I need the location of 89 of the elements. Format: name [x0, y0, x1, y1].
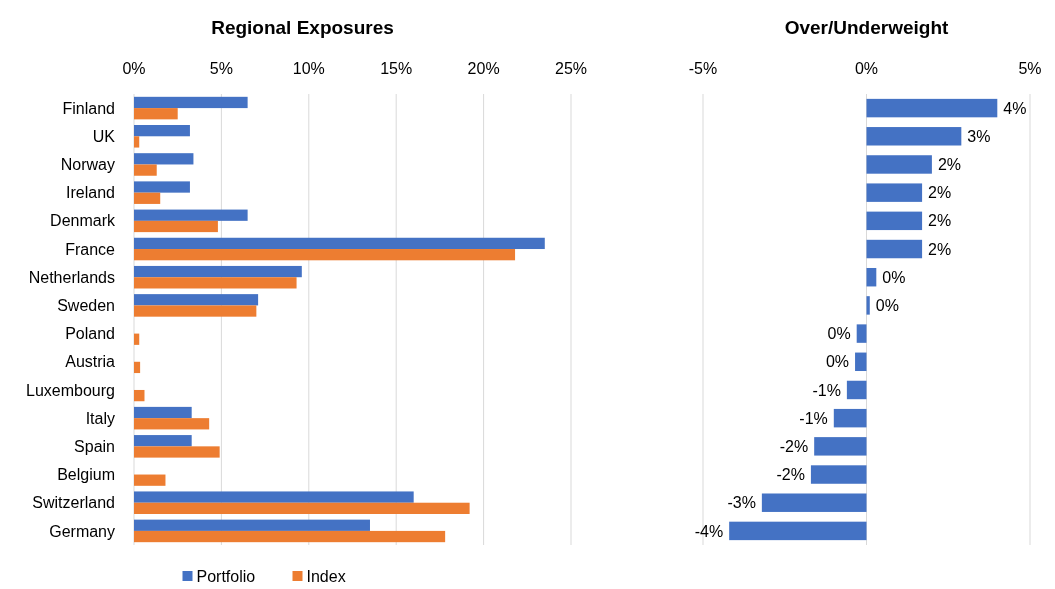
bar — [833, 408, 867, 428]
y-tick-label: Ireland — [66, 184, 115, 202]
bar — [855, 352, 867, 372]
data-label: -1% — [812, 381, 841, 399]
bar — [134, 181, 190, 193]
bar — [134, 136, 140, 148]
bar — [866, 183, 923, 202]
bar — [134, 435, 192, 447]
bar — [134, 153, 194, 165]
x-tick-label: 5% — [1018, 60, 1042, 77]
bar — [866, 267, 877, 287]
bar — [134, 491, 414, 503]
x-tick-label: 5% — [209, 60, 233, 77]
data-label: 2% — [928, 212, 952, 230]
y-tick-label: Denmark — [50, 212, 116, 230]
x-tick-label: 10% — [292, 60, 325, 77]
bar — [134, 389, 145, 402]
data-label: 2% — [928, 240, 952, 258]
bar — [134, 237, 545, 250]
bar — [134, 220, 218, 233]
bar — [134, 294, 259, 306]
y-tick-label: Norway — [60, 156, 115, 174]
bar — [729, 521, 867, 541]
chart-title: Regional Exposures — [211, 17, 394, 38]
y-tick-label: Germany — [49, 522, 115, 540]
bar — [134, 361, 141, 374]
bar — [134, 418, 210, 430]
data-label: 0% — [827, 325, 851, 343]
bar — [134, 125, 190, 137]
bar — [814, 437, 867, 456]
data-label: -4% — [694, 522, 724, 540]
bar — [134, 96, 248, 109]
bar — [134, 519, 370, 531]
bar — [866, 239, 923, 259]
y-tick-label: Italy — [85, 409, 115, 427]
bar — [134, 209, 248, 221]
y-tick-label: Belgium — [57, 466, 115, 484]
bar — [134, 277, 297, 289]
legend-label: Index — [306, 567, 346, 585]
y-tick-label: Luxembourg — [26, 381, 115, 399]
bar — [134, 164, 157, 176]
bar — [856, 324, 867, 343]
data-label: 2% — [928, 184, 952, 202]
x-tick-label: 15% — [380, 60, 413, 77]
bar — [134, 305, 257, 317]
data-label: -1% — [799, 409, 828, 427]
bar — [134, 502, 470, 514]
data-label: -2% — [776, 466, 805, 484]
y-tick-label: Poland — [65, 325, 115, 343]
y-tick-label: Netherlands — [28, 268, 115, 286]
data-label: -3% — [727, 494, 756, 512]
bar — [134, 265, 302, 278]
bar — [761, 493, 867, 512]
x-tick-label: 0% — [122, 60, 146, 77]
bar — [866, 127, 962, 146]
data-label: 4% — [1003, 99, 1027, 117]
y-tick-label: Spain — [74, 437, 115, 455]
bar — [866, 155, 932, 174]
y-tick-label: Sweden — [57, 297, 115, 315]
bar — [134, 333, 140, 345]
bar — [866, 98, 998, 118]
bar — [134, 406, 192, 419]
legend-label: Portfolio — [196, 567, 256, 585]
chart-title: Over/Underweight — [784, 17, 949, 38]
y-tick-label: Switzerland — [32, 494, 115, 512]
y-tick-label: Finland — [62, 99, 115, 117]
x-tick-label: -5% — [688, 60, 718, 77]
bar — [134, 474, 166, 486]
bar — [134, 446, 220, 458]
data-label: -2% — [779, 437, 809, 455]
bar — [134, 108, 178, 120]
bar — [134, 249, 516, 261]
data-label: 3% — [967, 127, 991, 145]
data-label: 0% — [875, 297, 899, 315]
bar — [810, 465, 867, 484]
bar — [134, 530, 446, 543]
x-tick-label: 0% — [854, 60, 879, 77]
y-tick-label: Austria — [65, 353, 116, 371]
data-label: 0% — [882, 268, 906, 286]
y-tick-label: France — [65, 240, 116, 258]
x-tick-label: 20% — [467, 60, 500, 77]
bar — [846, 380, 867, 400]
data-label: 2% — [937, 156, 962, 174]
x-tick-label: 25% — [554, 60, 588, 77]
bar — [866, 296, 870, 315]
bar — [134, 192, 161, 204]
bar — [866, 211, 923, 231]
data-label: 0% — [825, 353, 850, 371]
y-tick-label: UK — [92, 127, 116, 145]
